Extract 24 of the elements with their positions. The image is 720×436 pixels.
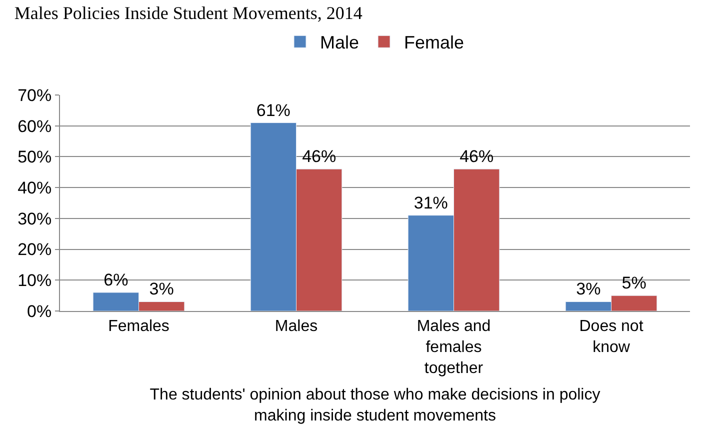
data-label: 46% xyxy=(302,147,336,166)
y-tick-label: 70% xyxy=(18,86,52,105)
x-tick-label: Males xyxy=(274,318,318,336)
data-label: 5% xyxy=(622,274,646,293)
data-label: 3% xyxy=(576,280,601,299)
x-axis-title: The students' opinion about those who make decisions in policy making inside student movements xyxy=(150,386,600,424)
y-tick-label: 40% xyxy=(18,178,52,198)
y-tick-label: 50% xyxy=(18,148,52,167)
x-tick-label: Males and females together xyxy=(416,318,491,377)
chart-title: Males Policies Inside Student Movements, 2014 xyxy=(14,3,362,24)
data-label: 61% xyxy=(256,100,290,120)
legend-label: Male xyxy=(320,32,360,53)
data-label: 3% xyxy=(149,280,174,299)
y-tick-label: 20% xyxy=(18,240,52,260)
x-tick-label: Females xyxy=(108,318,170,336)
y-tick-label: 60% xyxy=(18,116,52,136)
legend-label: Female xyxy=(404,32,464,53)
data-label: 6% xyxy=(104,270,128,290)
y-tick-label: 10% xyxy=(18,271,52,290)
y-tick-label: 30% xyxy=(18,209,52,228)
y-tick-label: 0% xyxy=(27,302,52,321)
data-label: 31% xyxy=(414,193,448,212)
data-label: 46% xyxy=(460,147,494,166)
x-tick-label: Does not know xyxy=(579,318,644,356)
